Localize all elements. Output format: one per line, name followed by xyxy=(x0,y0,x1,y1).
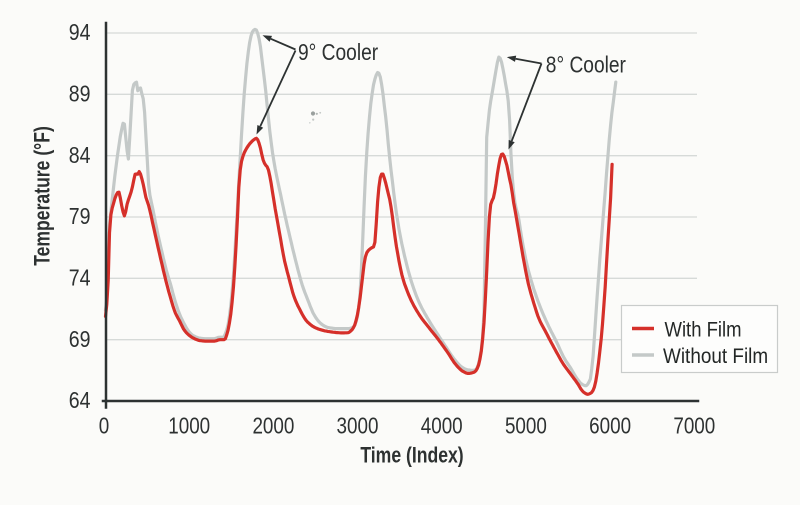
svg-text:79: 79 xyxy=(69,204,91,230)
svg-text:With Film: With Film xyxy=(665,318,742,342)
svg-text:0: 0 xyxy=(99,414,109,439)
svg-text:94: 94 xyxy=(69,20,91,46)
svg-text:Temperature (°F): Temperature (°F) xyxy=(31,126,55,266)
svg-text:6000: 6000 xyxy=(589,414,631,439)
svg-text:5000: 5000 xyxy=(505,414,547,439)
svg-text:7000: 7000 xyxy=(673,414,715,439)
svg-text:89: 89 xyxy=(69,81,91,107)
svg-text:3000: 3000 xyxy=(337,414,379,439)
svg-text:4000: 4000 xyxy=(421,414,463,439)
svg-text:9° Cooler: 9° Cooler xyxy=(298,39,378,65)
svg-text:Without Film: Without Film xyxy=(663,345,768,368)
svg-text:84: 84 xyxy=(69,142,91,168)
svg-text:8° Cooler: 8° Cooler xyxy=(546,52,626,78)
svg-text:64: 64 xyxy=(69,388,91,414)
svg-text:1000: 1000 xyxy=(168,414,210,439)
svg-text:74: 74 xyxy=(69,265,91,291)
svg-text:69: 69 xyxy=(69,326,91,352)
svg-text:2000: 2000 xyxy=(252,414,294,439)
svg-text:Time (Index): Time (Index) xyxy=(360,444,463,468)
